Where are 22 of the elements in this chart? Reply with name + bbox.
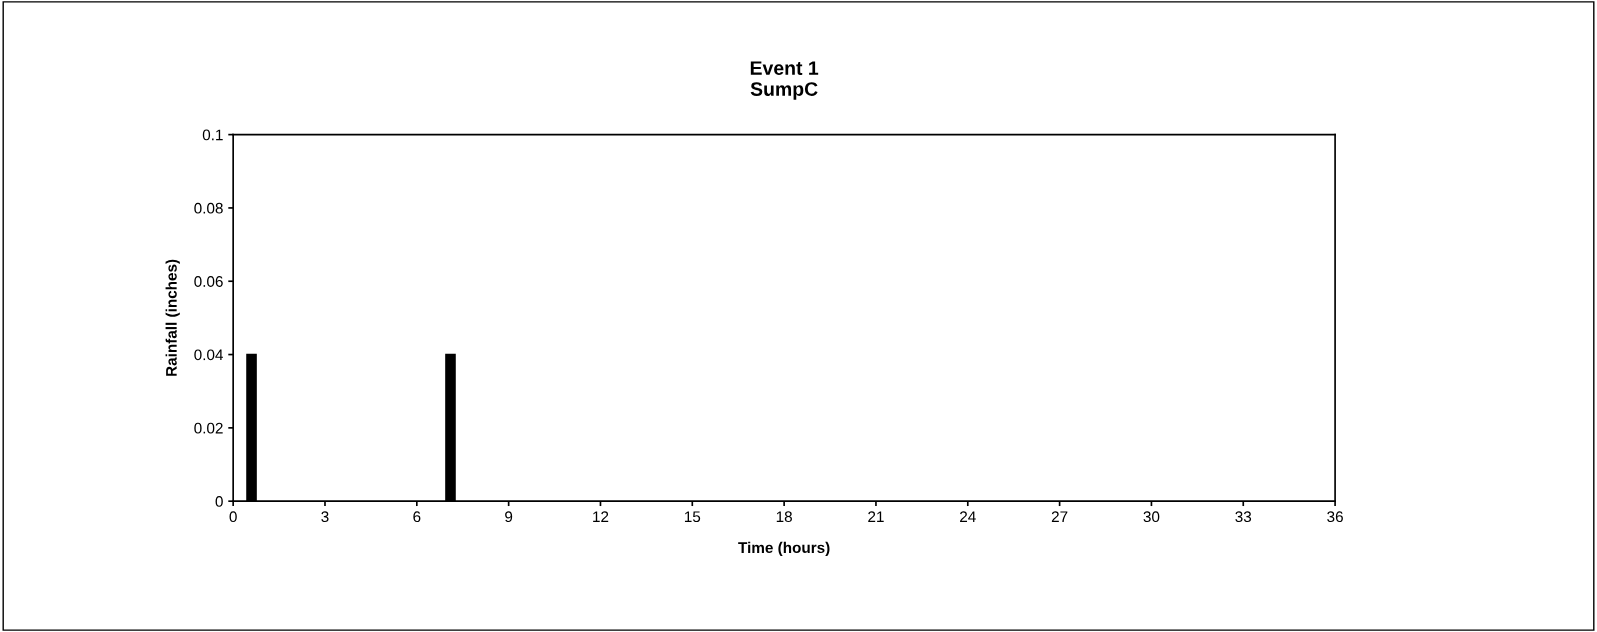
x-tick-label: 27	[1051, 511, 1068, 522]
y-tick-label: 0.1	[202, 129, 223, 141]
y-tick-label: 0	[215, 496, 223, 507]
x-tick-label: 6	[413, 511, 421, 523]
y-axis-title: Rainfall (inches)	[165, 259, 180, 376]
y-tick-label: 0.04	[194, 349, 223, 361]
x-axis-title: Time (hours)	[738, 541, 830, 557]
x-tick-label: 0	[229, 511, 237, 523]
chart-title: Event 1 SumpC	[750, 61, 819, 100]
x-tick-label: 33	[1235, 511, 1252, 523]
x-tick-label: 18	[776, 511, 792, 523]
y-tick-label: 0.06	[194, 276, 223, 287]
x-tick-label: 21	[868, 511, 884, 522]
x-tick-label: 12	[593, 511, 609, 522]
y-tick-label: 0.02	[194, 422, 223, 434]
y-tick-label: 0.08	[194, 202, 223, 214]
x-tick-label: 24	[960, 511, 976, 522]
x-tick-label: 36	[1327, 511, 1343, 523]
x-tick-label: 30	[1143, 511, 1160, 523]
x-tick-label: 3	[321, 511, 329, 523]
x-tick-label: 15	[684, 511, 701, 523]
x-tick-label: 9	[505, 511, 513, 523]
